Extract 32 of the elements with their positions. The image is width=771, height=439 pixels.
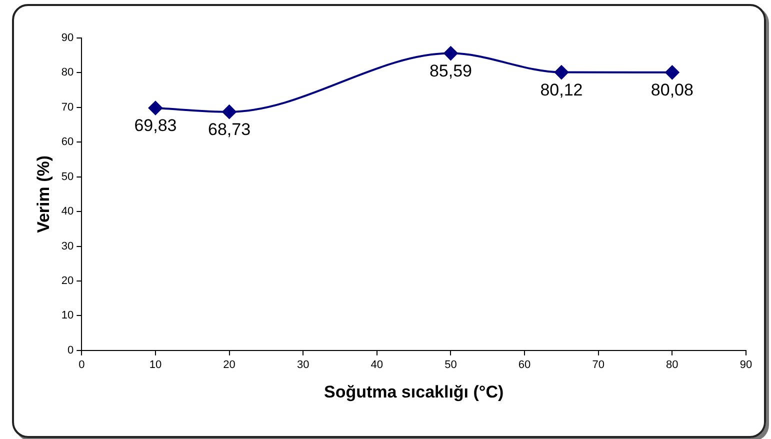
x-tick-label: 40: [370, 359, 384, 372]
point: [148, 101, 162, 116]
y-tick-label: 90: [61, 32, 74, 44]
x-tick-label: 20: [223, 359, 236, 372]
y-tick-label: 10: [61, 310, 74, 322]
data-label: 85,59: [429, 61, 472, 80]
x-tick-label: 0: [78, 359, 85, 372]
point: [665, 65, 680, 80]
point: [554, 65, 568, 80]
data-label: 69,83: [134, 116, 177, 136]
y-tick-label: 80: [61, 66, 74, 79]
x-tick-label: 50: [444, 359, 457, 372]
y-tick-label: 20: [61, 275, 74, 288]
x-tick-label: 80: [666, 359, 678, 372]
data-label: 80,12: [540, 80, 583, 100]
data-label: 80,08: [650, 80, 694, 100]
point: [444, 46, 458, 60]
x-tick-label: 60: [518, 359, 531, 372]
x-axis-title: Soğutma sıcaklığı (°C): [324, 382, 504, 402]
y-tick-label: 70: [61, 101, 74, 114]
y-tick-label: 40: [61, 206, 74, 218]
y-tick-label: 30: [61, 240, 74, 252]
point: [222, 104, 236, 119]
x-tick-label: 10: [149, 359, 162, 372]
y-tick-label: 60: [61, 136, 74, 148]
y-axis-title: Verim (%): [34, 155, 53, 233]
x-tick-label: 30: [296, 359, 310, 372]
y-tick-label: 0: [68, 344, 74, 356]
x-tick-label: 70: [592, 359, 604, 372]
data-label: 68,73: [208, 120, 251, 140]
y-tick-label: 50: [61, 170, 74, 183]
x-tick-label: 90: [740, 359, 752, 372]
